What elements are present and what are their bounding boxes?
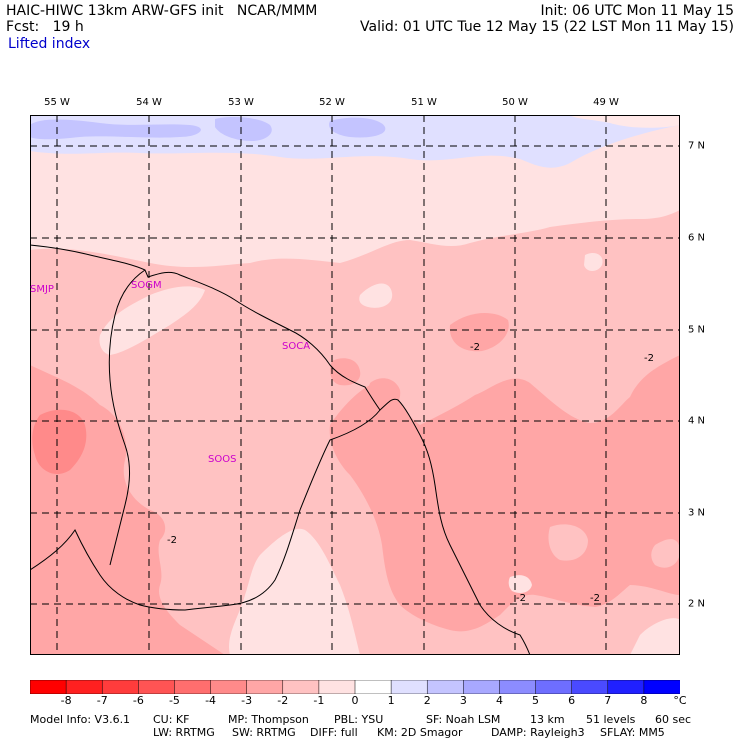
lw-scheme: LW: RRTMG (153, 726, 215, 739)
km-scheme: KM: 2D Smagor (377, 726, 463, 739)
color-bar-swatch (65, 680, 103, 694)
forecast-hour: Fcst: 19 h (6, 19, 84, 35)
levels: 51 levels (586, 713, 636, 726)
field-one-to-two (329, 117, 386, 138)
station-label: SOOS (208, 454, 236, 465)
color-bar-tick-label: 5 (532, 694, 540, 707)
sf-scheme: SF: Noah LSM (426, 713, 501, 726)
color-bar-swatch (463, 680, 501, 694)
field-minus-one-to-minus-two (548, 524, 588, 561)
color-bar-swatch (535, 680, 573, 694)
contour-label: -2 (167, 535, 177, 546)
lat-label: 3 N (688, 507, 706, 519)
init-time: Init: 06 UTC Mon 11 May 15 (540, 3, 734, 19)
color-bar-swatch (246, 680, 284, 694)
color-bar-tick-label: -3 (241, 694, 253, 707)
station-label: SOCA (282, 341, 310, 352)
field-name: Lifted index (8, 36, 91, 52)
color-bar-tick-label: 1 (387, 694, 395, 707)
pbl-scheme: PBL: YSU (334, 713, 384, 726)
color-bar-swatch (318, 680, 356, 694)
lat-label: 4 N (688, 415, 706, 427)
color-bar-tick-label: -7 (96, 694, 108, 707)
field-one-to-two (30, 119, 201, 140)
field-minus-two-to-minus-three (329, 355, 680, 632)
color-bar-swatch (354, 680, 392, 694)
color-bar-tick-label: -5 (168, 694, 180, 707)
field-minus-two-to-minus-three (449, 313, 509, 352)
color-bar-swatch (101, 680, 140, 694)
lat-label: 6 N (688, 232, 706, 244)
resolution: 13 km (530, 713, 565, 726)
station-label: SMJP (30, 284, 54, 295)
color-bar-swatch (282, 680, 320, 694)
color-bar-tick-label: 3 (459, 694, 467, 707)
color-bar-unit: °C (673, 694, 687, 707)
sflay-scheme: SFLAY: MM5 (600, 726, 665, 739)
color-bar-tick-label: -6 (132, 694, 144, 707)
field-minus-three-to-minus-four (32, 409, 87, 475)
field-zero-to-minus-one (570, 115, 680, 128)
color-bar-tick-label: -8 (60, 694, 72, 707)
color-bar-tick-label: -1 (313, 694, 325, 707)
field-minus-one-to-minus-two (651, 539, 680, 568)
field-zero-to-minus-one (99, 286, 205, 355)
color-bar-tick-label: 2 (423, 694, 431, 707)
field-one-to-two (215, 117, 272, 141)
color-bar-swatch (30, 680, 67, 694)
valid-time: Valid: 01 UTC Tue 12 May 15 (22 LST Mon … (360, 19, 734, 35)
field-zero-to-minus-one (228, 528, 360, 655)
model-info: Model Info: V3.6.1 (30, 713, 131, 726)
cu-scheme: CU: KF (153, 713, 190, 726)
contour-label: -2 (470, 342, 480, 353)
color-bar-swatch (499, 680, 537, 694)
color-bar-tick-label: -4 (205, 694, 217, 707)
color-bar-swatch (426, 680, 465, 694)
lat-label: 7 N (688, 140, 706, 152)
country-border (108, 269, 146, 566)
color-bar-swatch (138, 680, 176, 694)
lon-label: 54 W (136, 97, 162, 108)
color-bar-swatch (607, 680, 645, 694)
color-bar-tick-label: 8 (640, 694, 648, 707)
color-bar-tick-label: 4 (495, 694, 503, 707)
lat-label: 2 N (688, 598, 706, 610)
color-bar-tick-label: 0 (351, 694, 359, 707)
sw-scheme: SW: RRTMG (232, 726, 296, 739)
damp-scheme: DAMP: Rayleigh3 (491, 726, 585, 739)
country-border (30, 244, 381, 611)
color-bar-swatch (643, 680, 680, 694)
color-bar-swatch (571, 680, 609, 694)
color-bar-swatch (174, 680, 212, 694)
lon-label: 53 W (228, 97, 254, 108)
color-bar-tick-label: 6 (568, 694, 576, 707)
lon-label: 55 W (44, 97, 70, 108)
lon-label: 50 W (502, 97, 528, 108)
color-bar-tick-label: -2 (277, 694, 289, 707)
color-bar-swatch (390, 680, 428, 694)
contour-label: -2 (516, 593, 526, 604)
lon-label: 49 W (593, 97, 619, 108)
lon-label: 51 W (411, 97, 437, 108)
color-bar (30, 680, 680, 694)
lifted-index-map: SMJP SOGM SOCA SOOS -2 -2 -2 -2 -2 (30, 115, 680, 655)
model-title: HAIC-HIWC 13km ARW-GFS init NCAR/MMM (6, 3, 318, 19)
lon-label: 52 W (319, 97, 345, 108)
mp-scheme: MP: Thompson (228, 713, 309, 726)
contour-label: -2 (644, 353, 654, 364)
color-bar-tick-label: 7 (604, 694, 612, 707)
station-label: SOGM (131, 280, 162, 291)
diff-scheme: DIFF: full (310, 726, 358, 739)
contour-label: -2 (590, 593, 600, 604)
map-frame (30, 115, 680, 655)
timestep: 60 sec (655, 713, 692, 726)
field-minus-two-to-minus-three (330, 358, 361, 386)
field-zero-to-minus-one (630, 618, 680, 655)
field-zero-to-minus-one (359, 283, 393, 308)
lat-lon-grid (30, 115, 680, 655)
field-zero-to-minus-one (584, 253, 603, 271)
lat-label: 5 N (688, 324, 706, 336)
color-bar-swatch (210, 680, 248, 694)
